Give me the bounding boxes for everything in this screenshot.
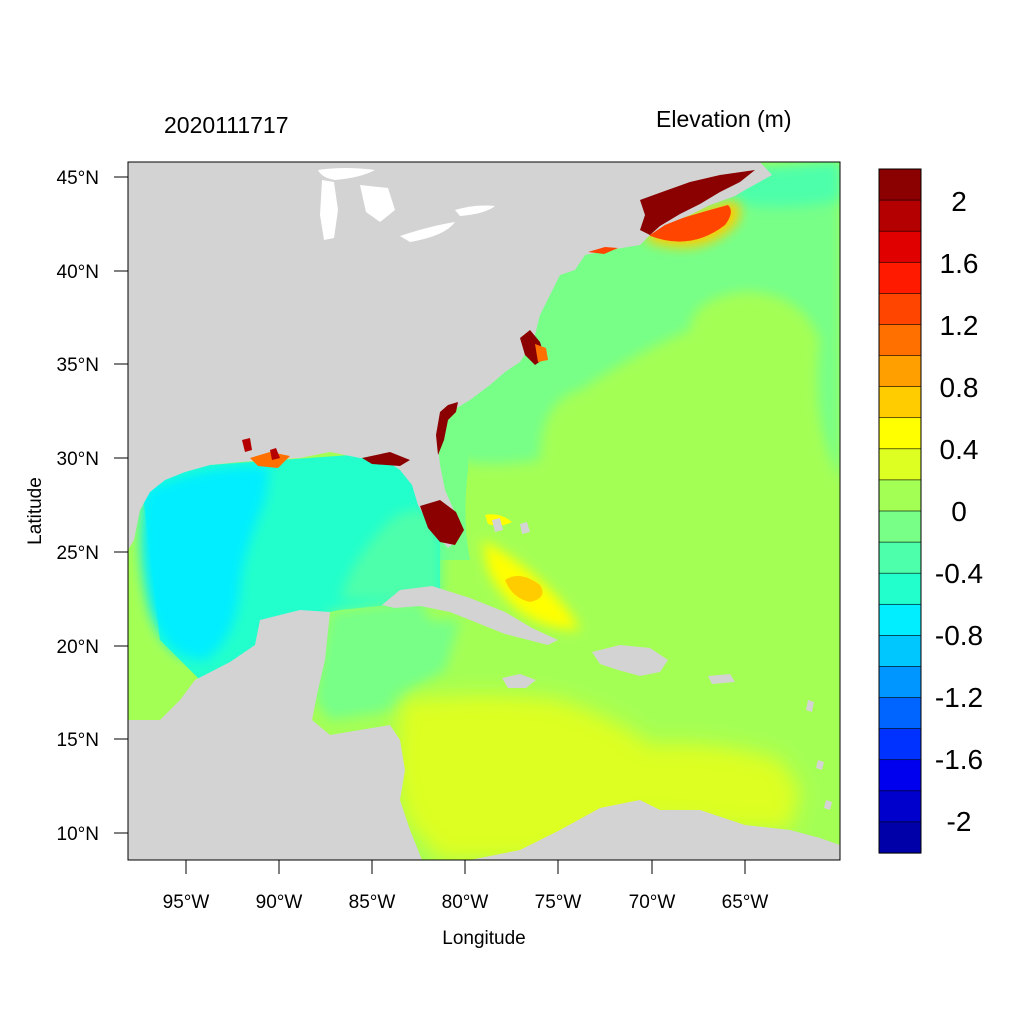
colorbar-swatch [878,572,922,605]
colorbar-label: 0.8 [940,372,979,403]
ocean-band-ne-coastal [715,162,840,207]
colorbar-swatch [878,759,922,792]
x-axis-title: Longitude [442,928,525,949]
colorbar-swatch [878,355,922,388]
colorbar-swatch [878,324,922,357]
colorbar-swatch [878,479,922,512]
land-south-america [470,800,840,860]
colorbar-swatch [878,448,922,481]
y-axis-title: Latitude [25,477,46,545]
surge-florida-gulf [362,452,410,466]
colorbar-swatch [878,541,922,574]
surge-carolina-orange [535,344,548,362]
colorbar-label: -0.8 [935,620,983,651]
xtick-label: 75°W [535,892,582,913]
colorbar-labels: 2 1.6 1.2 0.8 0.4 0 -0.4 -0.8 -1.2 -1.6 … [935,186,983,837]
colorbar-swatch [878,635,922,668]
colorbar-label: -2 [947,806,972,837]
colorbar-swatch [878,697,922,730]
colorbar-swatch [878,230,922,263]
colorbar-swatch [878,728,922,761]
ytick-label: 40°N [57,262,99,283]
plot-frame [127,161,841,861]
lake-superior [318,168,375,180]
land-bahamas [492,518,530,534]
land-puerto-rico [708,674,735,684]
land-cuba [382,586,558,645]
x-axis-ticks [185,860,746,874]
gulf-east-transition [340,510,440,600]
colorbar-label: -1.6 [935,744,983,775]
xtick-label: 80°W [442,892,489,913]
colorbar-swatch [878,417,922,450]
ytick-label: 15°N [57,730,99,751]
land-masses [128,162,840,860]
xtick-label: 90°W [256,892,303,913]
ytick-label: 45°N [57,168,99,189]
surge-louisiana [250,452,290,468]
variable-title: Elevation (m) [656,106,792,132]
colorbar-swatch [878,261,922,294]
ytick-label: 20°N [57,637,99,658]
x-axis-labels: 95°W 90°W 85°W 80°W 75°W 70°W 65°W [163,892,769,913]
land-jamaica [502,674,536,688]
colorbar [878,168,922,854]
colorbar-swatch [878,168,922,201]
y-axis-ticks [114,176,128,834]
colorbar-label: -0.4 [935,558,983,589]
colorbar-label: 1.2 [940,310,979,341]
colorbar-label: 1.6 [940,248,979,279]
colorbar-swatch [878,790,922,823]
colorbar-swatch [878,386,922,419]
xtick-label: 85°W [349,892,396,913]
land-central-america [128,610,422,860]
lake-erie [400,222,455,242]
surge-gulf-of-maine-mid [648,205,731,242]
colorbar-frame [878,168,922,854]
colorbar-swatch [878,199,922,232]
gulf-west-low [141,465,270,660]
surge-southeast-coast [436,402,458,455]
lake-huron [360,185,395,222]
colorbar-label: 0.4 [940,434,979,465]
bahamas-high-inner [505,576,543,602]
ytick-label: 30°N [57,449,99,470]
colorbar-label: -1.2 [935,682,983,713]
y-axis-labels: 45°N 40°N 35°N 30°N 25°N 20°N 15°N 10°N [57,168,99,845]
surge-florida [420,500,464,545]
land-hispaniola [592,645,668,676]
surge-louisiana-red [242,438,280,460]
map-plot-area [128,162,840,860]
colorbar-swatch [878,293,922,326]
xtick-label: 95°W [163,892,210,913]
surge-new-england [640,170,755,235]
colorbar-swatch [878,666,922,699]
lake-ontario [455,205,495,216]
land-north-america [128,162,772,550]
ytick-label: 35°N [57,355,99,376]
caribbean-band [315,600,460,720]
timestamp-title: 2020111717 [164,112,289,138]
colorbar-swatch [878,821,922,854]
colorbar-label: 2 [951,186,967,217]
ytick-label: 10°N [57,824,99,845]
lake-michigan [320,180,338,240]
colorbar-label: 0 [951,496,967,527]
xtick-label: 65°W [722,892,769,913]
ytick-label: 25°N [57,543,99,564]
colorbar-swatch [878,510,922,543]
surge-long-island [588,247,618,254]
xtick-label: 70°W [629,892,676,913]
colorbar-swatch [878,603,922,636]
great-lakes [318,168,495,242]
